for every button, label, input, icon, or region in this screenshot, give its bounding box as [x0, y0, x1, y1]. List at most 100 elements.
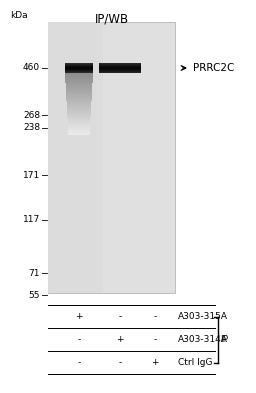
Bar — [68, 128, 90, 129]
Bar — [48, 22, 175, 293]
Bar — [66, 83, 92, 84]
Bar — [66, 95, 92, 97]
Bar — [66, 93, 92, 94]
Bar — [66, 86, 92, 88]
Bar — [99, 63, 141, 64]
Text: +: + — [116, 335, 124, 344]
Bar — [68, 126, 90, 128]
Bar — [67, 110, 91, 112]
Bar — [68, 121, 90, 123]
Bar — [68, 119, 90, 121]
Text: -: - — [77, 358, 81, 367]
Text: +: + — [151, 358, 159, 367]
Bar — [68, 125, 90, 127]
Bar — [99, 67, 141, 68]
Text: IP/WB: IP/WB — [95, 12, 129, 25]
Bar — [65, 66, 93, 67]
Bar — [99, 70, 141, 71]
Text: 55: 55 — [28, 290, 40, 299]
Bar — [65, 70, 93, 71]
Bar — [66, 98, 92, 99]
Bar — [48, 22, 103, 293]
Bar — [99, 68, 141, 69]
Bar — [65, 69, 93, 70]
Bar — [68, 118, 90, 119]
Bar — [65, 72, 93, 73]
Bar — [99, 72, 141, 73]
Bar — [67, 108, 91, 109]
Bar — [67, 105, 91, 107]
Bar — [68, 123, 90, 124]
Bar — [65, 67, 93, 68]
Text: -: - — [153, 312, 157, 321]
Bar — [65, 74, 93, 76]
Bar — [66, 84, 92, 86]
Bar — [65, 65, 93, 66]
Bar — [66, 81, 93, 82]
Bar — [68, 130, 90, 132]
Bar — [66, 88, 92, 90]
Text: 117: 117 — [23, 215, 40, 224]
Bar — [65, 64, 93, 65]
Bar — [67, 107, 91, 108]
Text: -: - — [118, 312, 122, 321]
Text: A303-314A: A303-314A — [178, 335, 228, 344]
Bar — [65, 78, 93, 79]
Bar — [99, 69, 141, 70]
Text: -: - — [153, 335, 157, 344]
Bar — [65, 67, 93, 68]
Bar — [66, 82, 92, 83]
Text: 171: 171 — [23, 171, 40, 180]
Bar — [67, 99, 92, 101]
Bar — [65, 71, 93, 72]
Bar — [65, 69, 93, 70]
Bar — [68, 120, 90, 122]
Bar — [67, 114, 91, 116]
Bar — [67, 112, 91, 113]
Bar — [65, 77, 93, 78]
Bar — [68, 131, 90, 133]
Text: +: + — [75, 312, 83, 321]
Bar — [67, 116, 91, 118]
Bar — [99, 63, 141, 64]
Bar — [66, 89, 92, 91]
Text: 268: 268 — [23, 110, 40, 119]
Bar — [65, 79, 93, 81]
Bar — [66, 90, 92, 92]
Bar — [68, 129, 90, 130]
Bar — [67, 113, 91, 114]
Bar — [99, 64, 141, 65]
Bar — [68, 132, 90, 134]
Bar — [66, 94, 92, 95]
Bar — [67, 103, 91, 105]
Bar — [65, 75, 93, 77]
Bar — [99, 69, 141, 70]
Bar — [67, 104, 91, 106]
Bar — [67, 101, 91, 103]
Bar — [68, 134, 90, 135]
Bar — [99, 65, 141, 66]
Bar — [65, 68, 93, 69]
Bar — [67, 100, 91, 102]
Bar — [65, 63, 93, 64]
Text: PRRC2C: PRRC2C — [193, 63, 234, 73]
Bar — [99, 65, 141, 66]
Bar — [68, 124, 90, 125]
Bar — [99, 71, 141, 72]
Bar — [67, 115, 91, 117]
Text: -: - — [118, 358, 122, 367]
Bar — [99, 66, 141, 67]
Text: kDa: kDa — [10, 11, 28, 20]
Bar — [67, 109, 91, 110]
Bar — [65, 73, 93, 75]
Bar — [66, 97, 92, 98]
Text: 71: 71 — [28, 268, 40, 277]
Text: -: - — [77, 335, 81, 344]
Text: IP: IP — [220, 335, 228, 344]
Bar — [66, 85, 92, 87]
Bar — [99, 67, 141, 68]
Text: 460: 460 — [23, 64, 40, 72]
Text: 238: 238 — [23, 123, 40, 132]
Text: A303-315A: A303-315A — [178, 312, 228, 321]
Bar — [65, 65, 93, 66]
